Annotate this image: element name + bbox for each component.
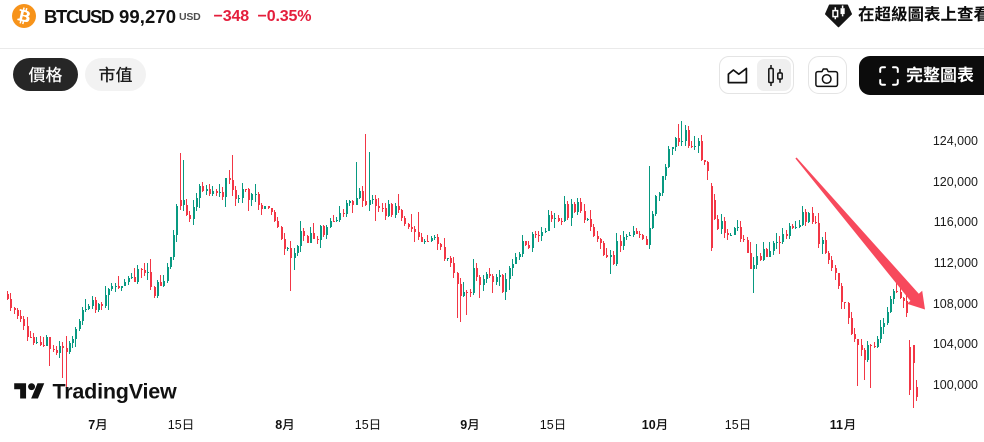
- svg-text:8: 8: [275, 418, 282, 432]
- svg-text:9: 9: [460, 418, 467, 432]
- svg-text:15: 15: [540, 418, 554, 432]
- svg-text:10: 10: [642, 418, 656, 432]
- svg-text:7: 7: [88, 418, 95, 432]
- svg-text:15: 15: [355, 418, 369, 432]
- svg-text:15: 15: [725, 418, 739, 432]
- svg-text:TradingView: TradingView: [53, 379, 178, 403]
- svg-text:15: 15: [168, 418, 182, 432]
- svg-text:11: 11: [830, 418, 843, 432]
